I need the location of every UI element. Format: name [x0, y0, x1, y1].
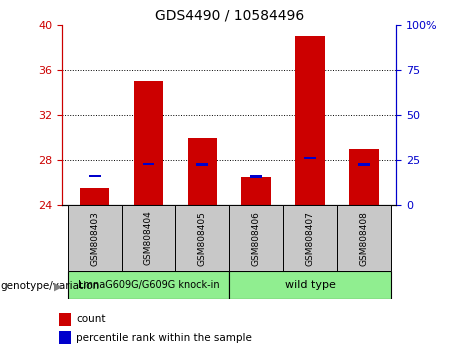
- Text: percentile rank within the sample: percentile rank within the sample: [76, 332, 252, 343]
- Bar: [89, 175, 100, 177]
- Bar: [304, 157, 316, 159]
- Text: wild type: wild type: [285, 280, 336, 290]
- Bar: [230, 205, 283, 271]
- Bar: [188, 138, 217, 205]
- Bar: [349, 149, 379, 205]
- Bar: [59, 313, 71, 326]
- Text: GSM808408: GSM808408: [360, 211, 369, 266]
- Bar: [230, 271, 391, 299]
- Bar: [283, 205, 337, 271]
- Bar: [176, 205, 229, 271]
- Text: genotype/variation: genotype/variation: [0, 281, 99, 291]
- Text: GSM808406: GSM808406: [252, 211, 261, 266]
- Text: GSM808404: GSM808404: [144, 211, 153, 266]
- Text: GSM808407: GSM808407: [306, 211, 315, 266]
- Text: GSM808403: GSM808403: [90, 211, 99, 266]
- Bar: [337, 205, 391, 271]
- Text: ▶: ▶: [54, 282, 63, 292]
- Bar: [142, 163, 154, 165]
- Bar: [196, 164, 208, 166]
- Bar: [296, 36, 325, 205]
- Bar: [134, 81, 163, 205]
- Text: count: count: [76, 314, 106, 324]
- Text: GSM808405: GSM808405: [198, 211, 207, 266]
- Title: GDS4490 / 10584496: GDS4490 / 10584496: [155, 8, 304, 22]
- Bar: [122, 205, 176, 271]
- Bar: [80, 188, 109, 205]
- Bar: [59, 331, 71, 344]
- Bar: [68, 205, 122, 271]
- Bar: [250, 175, 262, 178]
- Bar: [242, 177, 271, 205]
- Bar: [68, 271, 229, 299]
- Text: LmnaG609G/G609G knock-in: LmnaG609G/G609G knock-in: [77, 280, 219, 290]
- Bar: [358, 164, 370, 166]
